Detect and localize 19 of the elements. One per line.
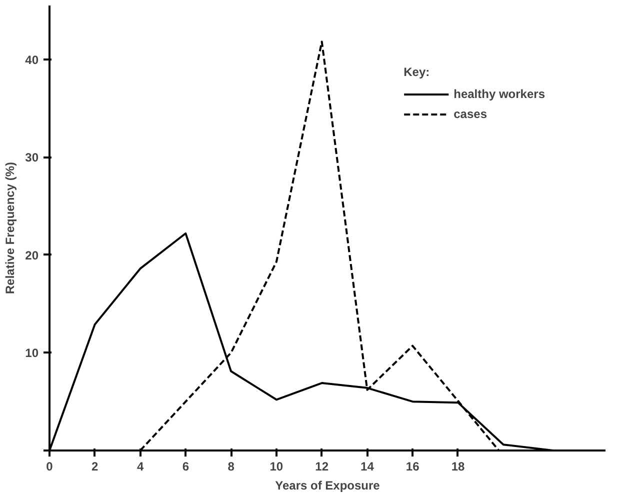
x-tick-label: 12 — [315, 460, 329, 474]
legend-title: Key: — [404, 65, 431, 79]
x-tick-label: 10 — [270, 460, 284, 474]
x-tick-label: 18 — [451, 460, 465, 474]
x-axis-title: Years of Exposure — [275, 478, 380, 492]
y-tick-label: 10 — [25, 346, 39, 360]
x-tick-label: 2 — [92, 460, 99, 474]
x-tick-label: 8 — [228, 460, 235, 474]
legend-label: healthy workers — [454, 87, 545, 101]
x-tick-label: 14 — [360, 460, 374, 474]
legend-label: cases — [454, 107, 487, 121]
y-tick-label: 30 — [25, 150, 39, 165]
x-tick-label: 4 — [136, 460, 144, 474]
y-tick-label: 20 — [25, 248, 39, 262]
y-tick-label: 40 — [25, 52, 39, 67]
x-tick-label: 6 — [182, 460, 190, 474]
x-tick-label: 16 — [406, 460, 420, 474]
y-axis-title: Relative Frequency (%) — [3, 162, 18, 294]
x-tick-label: 0 — [46, 460, 54, 474]
